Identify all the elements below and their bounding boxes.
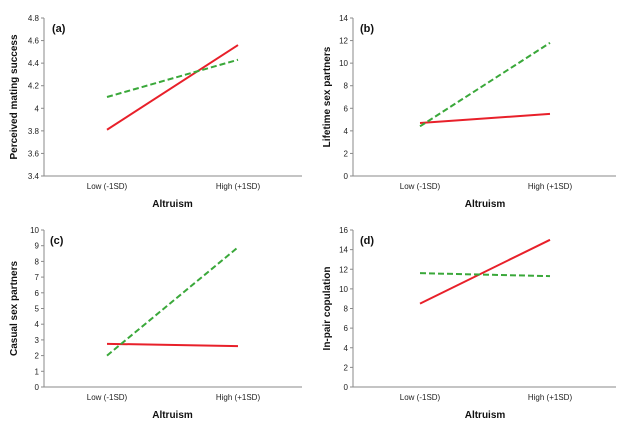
y-tick-label: 8 xyxy=(344,305,349,314)
y-tick-label: 7 xyxy=(35,273,40,282)
y-tick-label: 3.4 xyxy=(28,172,40,181)
x-tick-label: Low (-1SD) xyxy=(87,182,128,191)
y-tick-label: 4.2 xyxy=(28,82,40,91)
y-tick-label: 0 xyxy=(344,172,349,181)
chart-panel-c: 0 1 2 3 4 5 6 7 8 9 10 Low (-1SD) High (+1SD) (c) Altr… xyxy=(9,226,302,421)
series-line-dashed xyxy=(419,41,551,128)
y-tick-label: 5 xyxy=(35,305,40,314)
y-tick-label: 4.8 xyxy=(28,14,40,23)
y-tick-label: 12 xyxy=(339,265,348,274)
chart-panel-d: 0 2 4 6 8 10 12 14 16 Low (-1SD) High (+1SD) (d) Alt… xyxy=(322,226,616,421)
y-tick-label: 0 xyxy=(35,383,40,392)
y-tick-label: 4.6 xyxy=(28,37,40,46)
series-line-dashed xyxy=(106,246,239,357)
x-tick-label: High (+1SD) xyxy=(528,393,573,402)
series-line-solid xyxy=(106,44,239,131)
y-axis-label: Lifetime sex partners xyxy=(322,46,333,147)
series-line-solid xyxy=(419,112,551,124)
panel-label: (d) xyxy=(360,235,374,247)
y-tick-label: 8 xyxy=(344,82,349,91)
y-tick-label: 3 xyxy=(35,336,40,345)
y-tick-label: 6 xyxy=(35,289,40,298)
y-tick-label: 12 xyxy=(339,37,348,46)
y-tick-label: 6 xyxy=(344,324,349,333)
x-tick-label: Low (-1SD) xyxy=(400,393,441,402)
y-tick-label: 2 xyxy=(344,363,349,372)
y-tick-label: 10 xyxy=(30,226,39,235)
y-tick-label: 4 xyxy=(35,320,40,329)
x-tick-label: Low (-1SD) xyxy=(87,393,128,402)
y-axis-label: In-pair copulation xyxy=(322,267,333,351)
y-tick-label: 14 xyxy=(339,246,348,255)
y-tick-label: 4 xyxy=(344,127,349,136)
panel-label: (c) xyxy=(50,235,64,247)
x-axis-label: Altruism xyxy=(465,199,506,210)
y-axis-label: Perceived mating success xyxy=(9,34,20,160)
y-axis-label: Casual sex partners xyxy=(9,261,20,356)
series-line-solid xyxy=(419,238,551,305)
series-line-dashed xyxy=(419,272,551,278)
panel-label: (b) xyxy=(360,23,374,35)
panel-label: (a) xyxy=(52,23,66,35)
y-tick-label: 4 xyxy=(35,104,40,113)
y-tick-label: 2 xyxy=(344,149,349,158)
x-tick-label: High (+1SD) xyxy=(528,182,573,191)
y-tick-label: 16 xyxy=(339,226,348,235)
x-tick-label: Low (-1SD) xyxy=(400,182,441,191)
y-tick-label: 8 xyxy=(35,257,40,266)
x-axis-label: Altruism xyxy=(152,199,193,210)
chart-panel-b: 0 2 4 6 8 10 12 14 Low (-1SD) High (+1SD) (b) Altru… xyxy=(322,14,616,210)
x-tick-label: High (+1SD) xyxy=(216,182,261,191)
x-tick-label: High (+1SD) xyxy=(216,393,261,402)
chart-panel-a: 3.4 3.6 3.8 4 4.2 4.4 4.6 4.8 Low (-1SD) High (+1… xyxy=(9,14,302,210)
y-tick-label: 6 xyxy=(344,104,349,113)
y-tick-label: 2 xyxy=(35,352,40,361)
y-tick-label: 10 xyxy=(339,59,348,68)
y-tick-label: 10 xyxy=(339,285,348,294)
y-tick-label: 0 xyxy=(344,383,349,392)
x-axis-label: Altruism xyxy=(465,410,506,421)
y-tick-label: 3.6 xyxy=(28,149,40,158)
y-tick-label: 1 xyxy=(35,367,40,376)
y-tick-label: 4 xyxy=(344,344,349,353)
y-tick-label: 14 xyxy=(339,14,348,23)
series-line-solid xyxy=(106,342,239,348)
y-tick-label: 3.8 xyxy=(28,127,40,136)
y-tick-label: 9 xyxy=(35,242,40,251)
y-tick-label: 4.4 xyxy=(28,59,40,68)
x-axis-label: Altruism xyxy=(152,410,193,421)
series-line-dashed xyxy=(106,58,239,98)
